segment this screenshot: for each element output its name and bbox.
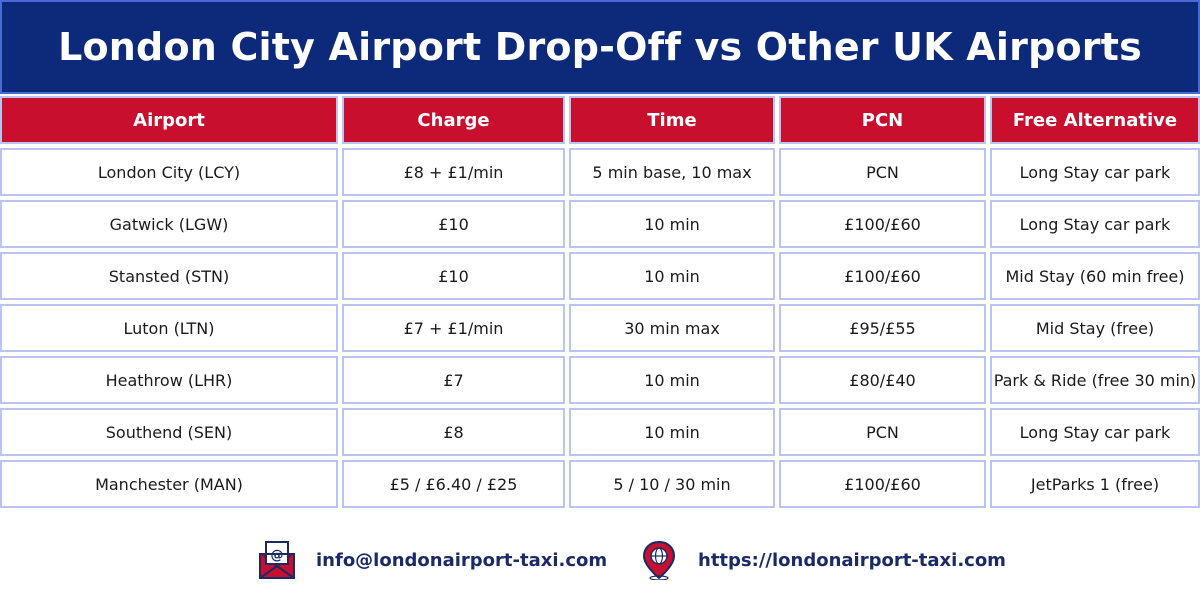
table-header-row: Airport Charge Time PCN Free Alternative	[0, 96, 1200, 144]
table-cell: Mid Stay (60 min free)	[990, 252, 1200, 300]
website-url[interactable]: https://londonairport-taxi.com	[698, 549, 1006, 571]
table-cell: Long Stay car park	[990, 200, 1200, 248]
table-row: Gatwick (LGW) £10 10 min £100/£60 Long S…	[0, 200, 1200, 248]
table-cell: £7	[342, 356, 565, 404]
contact-footer: @ info@londonairport-taxi.com https://lo…	[0, 536, 1200, 584]
table-cell: Park & Ride (free 30 min)	[990, 356, 1200, 404]
email-address[interactable]: info@londonairport-taxi.com	[316, 549, 608, 571]
table-cell: PCN	[779, 148, 986, 196]
page-title: London City Airport Drop-Off vs Other UK…	[58, 25, 1142, 69]
table-cell: 10 min	[569, 356, 775, 404]
table-cell: Stansted (STN)	[0, 252, 338, 300]
column-header-pcn: PCN	[779, 96, 986, 144]
table-cell: £95/£55	[779, 304, 986, 352]
table-cell: Heathrow (LHR)	[0, 356, 338, 404]
table-cell: 5 min base, 10 max	[569, 148, 775, 196]
table-cell: Manchester (MAN)	[0, 460, 338, 508]
table-row: Southend (SEN) £8 10 min PCN Long Stay c…	[0, 408, 1200, 456]
table-cell: PCN	[779, 408, 986, 456]
table-cell: £80/£40	[779, 356, 986, 404]
table-cell: £100/£60	[779, 200, 986, 248]
table-cell: 10 min	[569, 200, 775, 248]
column-header-time: Time	[569, 96, 775, 144]
table-cell: Mid Stay (free)	[990, 304, 1200, 352]
table-row: Stansted (STN) £10 10 min £100/£60 Mid S…	[0, 252, 1200, 300]
column-header-free-alternative: Free Alternative	[990, 96, 1200, 144]
table-cell: Southend (SEN)	[0, 408, 338, 456]
table-cell: £8 + £1/min	[342, 148, 565, 196]
website-contact[interactable]: https://londonairport-taxi.com	[640, 536, 1006, 584]
table-row: Heathrow (LHR) £7 10 min £80/£40 Park & …	[0, 356, 1200, 404]
email-contact[interactable]: @ info@londonairport-taxi.com	[258, 536, 607, 584]
table-cell: 10 min	[569, 252, 775, 300]
table-cell: JetParks 1 (free)	[990, 460, 1200, 508]
table-cell: £7 + £1/min	[342, 304, 565, 352]
table-row: London City (LCY) £8 + £1/min 5 min base…	[0, 148, 1200, 196]
table-cell: £8	[342, 408, 565, 456]
table-cell: £10	[342, 252, 565, 300]
table-cell: £100/£60	[779, 252, 986, 300]
column-header-airport: Airport	[0, 96, 338, 144]
svg-text:@: @	[271, 548, 284, 563]
table-cell: Long Stay car park	[990, 408, 1200, 456]
email-envelope-icon: @	[259, 541, 295, 579]
table-cell: £100/£60	[779, 460, 986, 508]
table-cell: 5 / 10 / 30 min	[569, 460, 775, 508]
table-cell: Luton (LTN)	[0, 304, 338, 352]
table-row: Luton (LTN) £7 + £1/min 30 min max £95/£…	[0, 304, 1200, 352]
table-row: Manchester (MAN) £5 / £6.40 / £25 5 / 10…	[0, 460, 1200, 508]
table-cell: Gatwick (LGW)	[0, 200, 338, 248]
table-cell: £10	[342, 200, 565, 248]
table-cell: Long Stay car park	[990, 148, 1200, 196]
table-cell: £5 / £6.40 / £25	[342, 460, 565, 508]
table-cell: 10 min	[569, 408, 775, 456]
table-cell: 30 min max	[569, 304, 775, 352]
title-banner: London City Airport Drop-Off vs Other UK…	[0, 0, 1200, 94]
globe-pin-icon	[642, 540, 676, 580]
column-header-charge: Charge	[342, 96, 565, 144]
table-cell: London City (LCY)	[0, 148, 338, 196]
